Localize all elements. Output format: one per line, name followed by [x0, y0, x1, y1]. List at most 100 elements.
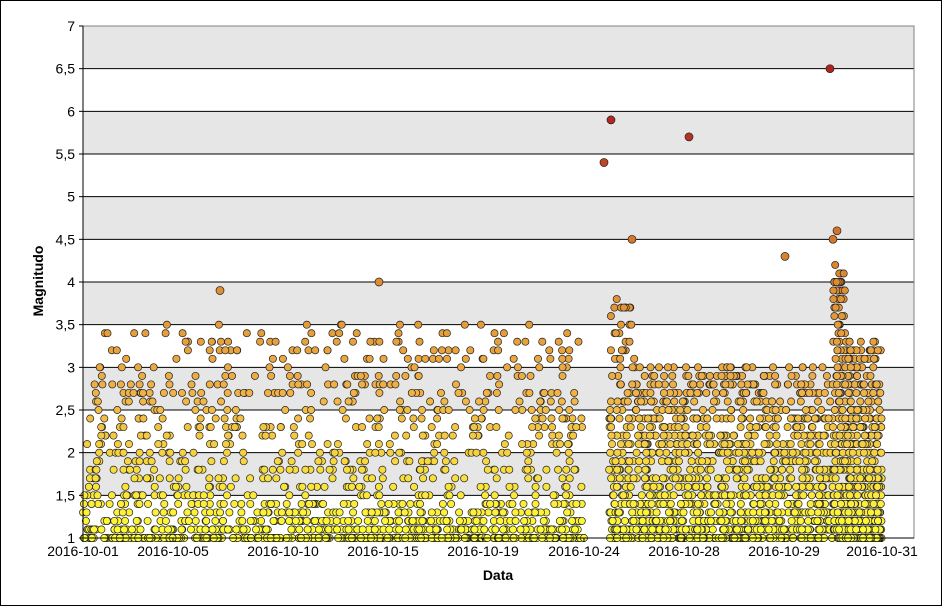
data-point	[742, 363, 751, 372]
data-point	[206, 508, 214, 517]
data-point	[319, 397, 328, 406]
data-point	[676, 406, 685, 414]
data-point	[761, 423, 770, 432]
data-point	[616, 440, 625, 449]
plot-band	[83, 239, 914, 282]
data-point	[550, 499, 559, 508]
data-point	[525, 388, 534, 397]
data-point	[768, 397, 777, 406]
data-point	[628, 380, 637, 389]
data-point	[503, 363, 512, 372]
data-point	[786, 465, 795, 474]
data-point	[374, 371, 383, 380]
data-point	[246, 499, 255, 508]
data-point	[307, 482, 316, 491]
data-point	[615, 414, 624, 423]
data-point	[613, 397, 622, 406]
data-point	[784, 380, 792, 389]
data-point	[810, 414, 819, 423]
data-point	[783, 499, 792, 508]
data-point	[190, 508, 199, 517]
data-point	[278, 448, 287, 457]
data-point	[756, 499, 765, 508]
data-point	[378, 465, 387, 474]
data-point	[871, 525, 880, 534]
data-point	[519, 499, 528, 508]
data-point	[844, 508, 853, 517]
data-point	[419, 474, 428, 483]
y-tick-label: 4	[67, 274, 75, 290]
data-point	[670, 397, 679, 406]
data-point	[335, 508, 344, 517]
data-point	[830, 465, 839, 474]
data-point	[546, 354, 555, 363]
data-point	[395, 525, 404, 534]
data-point	[659, 499, 668, 508]
data-point	[451, 346, 460, 355]
data-point	[874, 397, 883, 406]
data-point	[873, 440, 882, 449]
data-point	[515, 397, 524, 406]
data-point	[538, 337, 547, 346]
data-point	[720, 440, 729, 449]
data-point	[277, 508, 286, 517]
data-point	[860, 380, 868, 389]
data-point	[116, 380, 125, 389]
data-point	[520, 516, 529, 525]
data-point	[325, 465, 334, 474]
data-point	[684, 482, 692, 491]
data-point	[706, 516, 715, 525]
data-point	[160, 499, 169, 508]
data-point	[442, 516, 451, 525]
data-point	[94, 499, 103, 508]
data-point	[860, 388, 868, 397]
data-point	[708, 406, 717, 414]
data-point	[660, 491, 669, 500]
data-point	[405, 457, 414, 466]
data-point	[674, 482, 683, 491]
y-tick-label: 2,5	[56, 402, 76, 418]
data-point	[199, 397, 208, 406]
data-point	[674, 457, 683, 466]
data-point	[456, 491, 465, 500]
data-point	[607, 397, 615, 406]
data-point	[711, 388, 720, 397]
data-point	[534, 354, 542, 363]
data-point	[807, 491, 816, 500]
data-point	[418, 431, 427, 440]
data-point	[547, 414, 556, 423]
data-point	[780, 252, 790, 261]
data-point	[199, 499, 208, 508]
data-point	[221, 346, 230, 355]
data-point	[269, 516, 278, 525]
data-point	[159, 508, 168, 517]
data-point	[822, 371, 831, 380]
data-point	[860, 354, 869, 363]
data-point	[853, 406, 862, 414]
data-point	[328, 474, 337, 483]
data-point	[147, 457, 156, 466]
data-point	[726, 371, 735, 380]
data-point	[366, 337, 375, 346]
data-point	[817, 406, 826, 414]
data-point	[606, 414, 615, 423]
plot-band	[83, 26, 914, 69]
data-point	[869, 337, 878, 346]
data-point	[432, 525, 441, 534]
data-point	[208, 525, 217, 534]
data-point	[650, 371, 659, 380]
x-tick-label: 2016-10-31	[846, 543, 918, 559]
data-point	[135, 457, 144, 466]
data-point	[403, 354, 412, 363]
data-point	[641, 474, 649, 483]
data-point	[354, 516, 363, 525]
data-point	[642, 508, 651, 517]
data-point	[129, 388, 138, 397]
data-point	[297, 499, 306, 508]
data-point	[460, 474, 469, 483]
data-point	[293, 371, 302, 380]
data-point	[476, 482, 485, 491]
data-point	[289, 423, 298, 432]
data-point	[132, 516, 141, 525]
data-point	[852, 465, 861, 474]
